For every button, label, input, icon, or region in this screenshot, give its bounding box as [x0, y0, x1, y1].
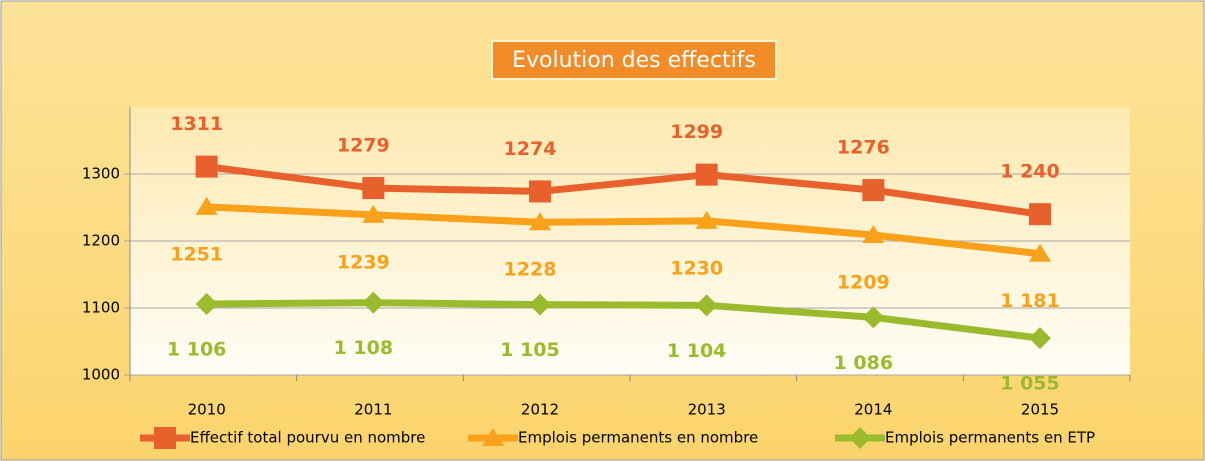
marker — [1029, 203, 1051, 226]
data-label: 1274 — [504, 138, 557, 160]
marker — [529, 293, 551, 316]
marker — [195, 155, 218, 178]
series-line — [206, 203, 1041, 258]
marker — [362, 177, 385, 200]
marker — [862, 306, 885, 329]
marker — [695, 294, 718, 317]
marker — [1029, 327, 1051, 350]
x-tick-label: 2011 — [354, 401, 392, 419]
data-label: 1311 — [170, 113, 223, 135]
legend-label: Emplois permanents en nombre — [518, 429, 758, 447]
x-tick-label: 2013 — [688, 401, 726, 419]
data-label: 1 240 — [1000, 161, 1060, 183]
series-line — [206, 163, 1041, 218]
marker — [362, 291, 385, 314]
data-label: 1230 — [670, 257, 723, 279]
legend-label: Emplois permanents en ETP — [885, 429, 1095, 447]
marker — [695, 163, 718, 186]
data-label: 1 105 — [500, 339, 560, 361]
marker — [362, 204, 385, 223]
marker — [529, 212, 551, 231]
data-label: 1239 — [337, 251, 390, 273]
marker — [195, 292, 218, 315]
data-label: 1 108 — [334, 337, 394, 359]
y-tick-label: 1200 — [82, 232, 120, 250]
legend-marker — [849, 427, 871, 449]
marker — [862, 179, 885, 202]
data-label: 1276 — [837, 137, 890, 159]
chart-title: Evolution des effectifs — [512, 48, 756, 73]
data-label: 1279 — [337, 135, 390, 157]
marker — [862, 224, 885, 243]
title-box — [491, 40, 777, 80]
legend-marker — [482, 428, 504, 446]
legend-label: Effectif total pourvu en nombre — [190, 429, 425, 447]
data-label: 1 106 — [167, 338, 227, 360]
marker — [529, 180, 551, 203]
y-tick-label: 1000 — [82, 366, 120, 384]
x-tick-label: 2010 — [188, 401, 226, 419]
y-tick-label: 1300 — [82, 165, 120, 183]
y-tick-label: 1100 — [82, 299, 120, 317]
x-tick-label: 2014 — [854, 401, 892, 419]
data-label: 1 181 — [1000, 290, 1060, 312]
data-label: 1251 — [170, 243, 223, 265]
data-label: 1 104 — [667, 340, 727, 362]
marker — [1029, 243, 1051, 262]
series-line — [206, 299, 1041, 342]
x-tick-label: 2012 — [521, 401, 559, 419]
data-label: 1 055 — [1000, 373, 1060, 395]
data-label: 1209 — [837, 271, 890, 293]
marker — [195, 196, 218, 215]
data-label: 1228 — [504, 259, 557, 281]
data-label: 1 086 — [834, 352, 894, 374]
x-tick-label: 2015 — [1021, 401, 1059, 419]
marker — [695, 210, 718, 229]
data-label: 1299 — [670, 121, 723, 143]
legend-marker — [154, 427, 176, 449]
